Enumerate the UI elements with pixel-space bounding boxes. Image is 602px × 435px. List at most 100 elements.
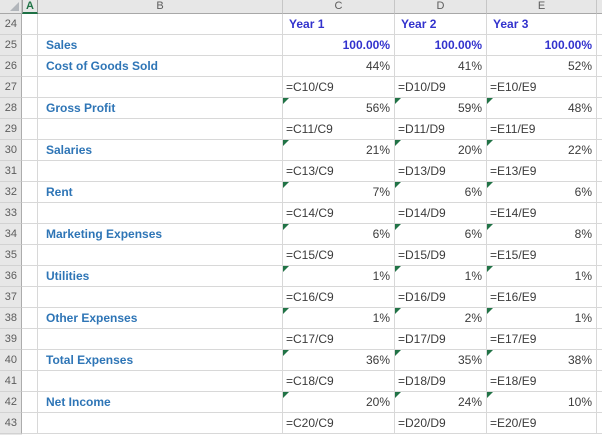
cell-C25[interactable]: 100.00% [283, 35, 395, 56]
cell-D32[interactable]: 6% [395, 182, 487, 203]
row-header-36[interactable]: 36 [0, 266, 22, 287]
cell-C31[interactable]: =C13/C9 [283, 161, 395, 182]
row-header-40[interactable]: 40 [0, 350, 22, 371]
cell-D30[interactable]: 20% [395, 140, 487, 161]
cell-D35[interactable]: =D15/D9 [395, 245, 487, 266]
column-header-b[interactable]: B [38, 0, 283, 14]
cell-B29[interactable] [38, 119, 283, 140]
row-header-31[interactable]: 31 [0, 161, 22, 182]
cell-A41[interactable] [22, 371, 38, 392]
cell-A24[interactable] [22, 14, 38, 35]
row-header-39[interactable]: 39 [0, 329, 22, 350]
cell-B38[interactable]: Other Expenses [38, 308, 283, 329]
cell-A43[interactable] [22, 413, 38, 434]
cell-D29[interactable]: =D11/D9 [395, 119, 487, 140]
row-header-28[interactable]: 28 [0, 98, 22, 119]
cell-A32[interactable] [22, 182, 38, 203]
cell-E31[interactable]: =E13/E9 [487, 161, 597, 182]
cell-C24[interactable]: Year 1 [283, 14, 395, 35]
row-header-42[interactable]: 42 [0, 392, 22, 413]
cell-F38[interactable] [597, 308, 602, 329]
row-header-33[interactable]: 33 [0, 203, 22, 224]
cell-E39[interactable]: =E17/E9 [487, 329, 597, 350]
column-header-d[interactable]: D [395, 0, 487, 14]
cell-C27[interactable]: =C10/C9 [283, 77, 395, 98]
cell-F29[interactable] [597, 119, 602, 140]
cell-B27[interactable] [38, 77, 283, 98]
row-header-24[interactable]: 24 [0, 14, 22, 35]
cell-A39[interactable] [22, 329, 38, 350]
row-header-27[interactable]: 27 [0, 77, 22, 98]
cell-A34[interactable] [22, 224, 38, 245]
cell-C34[interactable]: 6% [283, 224, 395, 245]
cell-D40[interactable]: 35% [395, 350, 487, 371]
cell-F41[interactable] [597, 371, 602, 392]
cell-E37[interactable]: =E16/E9 [487, 287, 597, 308]
cell-F27[interactable] [597, 77, 602, 98]
cell-F26[interactable] [597, 56, 602, 77]
cell-D36[interactable]: 1% [395, 266, 487, 287]
row-header-38[interactable]: 38 [0, 308, 22, 329]
cell-D28[interactable]: 59% [395, 98, 487, 119]
cell-A40[interactable] [22, 350, 38, 371]
cell-B28[interactable]: Gross Profit [38, 98, 283, 119]
cell-A27[interactable] [22, 77, 38, 98]
cell-D27[interactable]: =D10/D9 [395, 77, 487, 98]
cell-B26[interactable]: Cost of Goods Sold [38, 56, 283, 77]
cell-B30[interactable]: Salaries [38, 140, 283, 161]
row-header-35[interactable]: 35 [0, 245, 22, 266]
cell-F43[interactable] [597, 413, 602, 434]
cell-E28[interactable]: 48% [487, 98, 597, 119]
row-header-29[interactable]: 29 [0, 119, 22, 140]
cell-B24[interactable] [38, 14, 283, 35]
cell-E26[interactable]: 52% [487, 56, 597, 77]
cell-D31[interactable]: =D13/D9 [395, 161, 487, 182]
cell-E25[interactable]: 100.00% [487, 35, 597, 56]
cell-C32[interactable]: 7% [283, 182, 395, 203]
cell-A36[interactable] [22, 266, 38, 287]
cell-A35[interactable] [22, 245, 38, 266]
cell-D26[interactable]: 41% [395, 56, 487, 77]
cell-E38[interactable]: 1% [487, 308, 597, 329]
cell-A26[interactable] [22, 56, 38, 77]
cell-A33[interactable] [22, 203, 38, 224]
row-header-41[interactable]: 41 [0, 371, 22, 392]
cell-E27[interactable]: =E10/E9 [487, 77, 597, 98]
cell-E29[interactable]: =E11/E9 [487, 119, 597, 140]
cell-D42[interactable]: 24% [395, 392, 487, 413]
cell-B40[interactable]: Total Expenses [38, 350, 283, 371]
cell-E42[interactable]: 10% [487, 392, 597, 413]
cell-B34[interactable]: Marketing Expenses [38, 224, 283, 245]
cell-C35[interactable]: =C15/C9 [283, 245, 395, 266]
cell-F24[interactable] [597, 14, 602, 35]
cell-F30[interactable] [597, 140, 602, 161]
cell-C41[interactable]: =C18/C9 [283, 371, 395, 392]
cell-A42[interactable] [22, 392, 38, 413]
cell-F39[interactable] [597, 329, 602, 350]
cell-A31[interactable] [22, 161, 38, 182]
cell-D41[interactable]: =D18/D9 [395, 371, 487, 392]
column-header-a[interactable]: A [22, 0, 38, 14]
cell-C37[interactable]: =C16/C9 [283, 287, 395, 308]
row-header-30[interactable]: 30 [0, 140, 22, 161]
cell-F33[interactable] [597, 203, 602, 224]
cell-C42[interactable]: 20% [283, 392, 395, 413]
cell-C39[interactable]: =C17/C9 [283, 329, 395, 350]
cell-C33[interactable]: =C14/C9 [283, 203, 395, 224]
cell-E30[interactable]: 22% [487, 140, 597, 161]
cell-A25[interactable] [22, 35, 38, 56]
row-header-25[interactable]: 25 [0, 35, 22, 56]
cell-C28[interactable]: 56% [283, 98, 395, 119]
cell-E35[interactable]: =E15/E9 [487, 245, 597, 266]
row-header-43[interactable]: 43 [0, 413, 22, 434]
cell-B41[interactable] [38, 371, 283, 392]
cell-E33[interactable]: =E14/E9 [487, 203, 597, 224]
cell-E41[interactable]: =E18/E9 [487, 371, 597, 392]
cell-F25[interactable] [597, 35, 602, 56]
cell-C38[interactable]: 1% [283, 308, 395, 329]
cell-E40[interactable]: 38% [487, 350, 597, 371]
column-header-partial[interactable] [597, 0, 602, 14]
cell-D39[interactable]: =D17/D9 [395, 329, 487, 350]
cell-B43[interactable] [38, 413, 283, 434]
cell-C30[interactable]: 21% [283, 140, 395, 161]
